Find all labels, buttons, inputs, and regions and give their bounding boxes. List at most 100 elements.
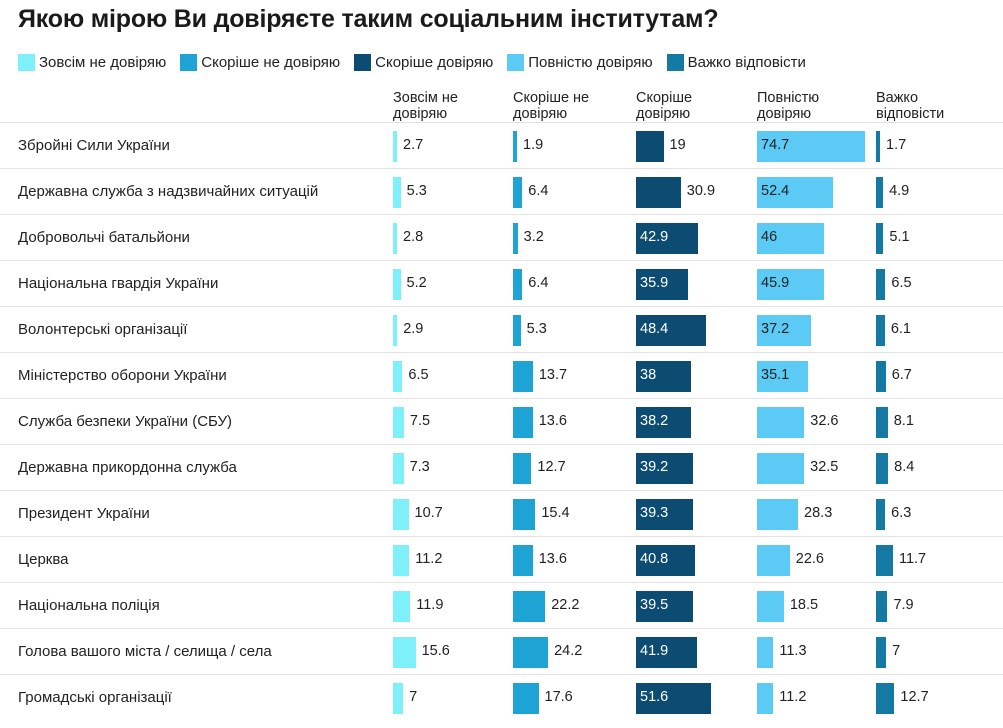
bar-4 <box>757 591 784 622</box>
value-label: 7 <box>409 689 418 705</box>
legend-item-1: Зовсім не довіряю <box>18 54 166 71</box>
bar-4 <box>757 315 811 346</box>
value-label: 24.2 <box>554 643 583 659</box>
bar-4 <box>757 177 833 208</box>
value-label: 11.3 <box>779 643 807 659</box>
value-label: 41.9 <box>640 643 669 659</box>
table-row: Національна гвардія України 5.2 6.4 35.9 45.… <box>0 260 1003 307</box>
column-header-line: Зовсім не <box>393 90 458 106</box>
value-label: 52.4 <box>761 183 790 199</box>
value-label: 46 <box>761 229 778 245</box>
bar-4 <box>757 269 824 300</box>
bar-3 <box>636 269 689 300</box>
value-label: 35.9 <box>640 275 669 291</box>
table-row: Добровольчі батальйони 2.8 3.2 42.9 46 5.1 <box>0 214 1003 261</box>
column-header-line: Важко <box>876 90 919 106</box>
value-label: 11.9 <box>416 597 444 613</box>
bar-3 <box>636 499 693 530</box>
legend-swatch <box>507 54 525 71</box>
bar-5 <box>876 361 886 392</box>
bar-5 <box>876 453 889 484</box>
value-label: 39.5 <box>640 597 669 613</box>
value-label: 18.5 <box>789 597 819 613</box>
column-header-2: Скоріше не довіряю <box>513 90 618 122</box>
bar-1 <box>393 545 410 576</box>
column-header-line: Повністю <box>757 90 820 106</box>
column-header-line: довіряю <box>636 106 691 122</box>
value-label: 13.7 <box>538 367 568 383</box>
bar-1 <box>393 683 404 714</box>
column-header-line: Скоріше не <box>513 90 590 106</box>
column-header-line: довіряю <box>757 106 812 122</box>
value-label: 37.2 <box>761 321 790 337</box>
row-label: Збройні Сили України <box>18 137 170 154</box>
bar-2 <box>513 131 517 162</box>
value-label: 2.8 <box>403 229 424 245</box>
value-label: 7 <box>892 643 901 659</box>
bar-4 <box>757 223 824 254</box>
bar-4 <box>757 545 790 576</box>
table-row: Церква 11.2 13.6 40.8 22.6 11.7 <box>0 536 1003 583</box>
value-label: 35.1 <box>761 367 790 383</box>
value-label: 2.9 <box>403 321 424 337</box>
row-label: Волонтерські організації <box>18 321 188 338</box>
bar-5 <box>876 223 884 254</box>
value-label: 11.2 <box>415 551 443 567</box>
value-label: 74.7 <box>761 137 790 153</box>
bar-2 <box>513 407 533 438</box>
value-label: 11.2 <box>779 689 807 705</box>
bar-2 <box>513 545 533 576</box>
legend-label: Зовсім не довіряю <box>39 54 167 71</box>
legend-swatch <box>666 54 684 71</box>
legend-label: Повністю довіряю <box>528 54 653 71</box>
value-label: 15.4 <box>541 505 570 521</box>
row-label: Добровольчі батальйони <box>18 229 190 246</box>
value-label: 38 <box>640 367 657 383</box>
value-label: 7.5 <box>409 413 431 429</box>
value-label: 5.3 <box>406 183 427 199</box>
column-header-4: Повністю довіряю <box>757 90 862 122</box>
value-label: 30.9 <box>686 183 716 199</box>
bar-3 <box>636 545 696 576</box>
bar-2 <box>513 683 539 714</box>
value-label: 4.9 <box>889 183 910 199</box>
table-row: Національна поліція 11.9 22.2 39.5 18.5 7.9 <box>0 582 1003 629</box>
legend: Зовсім не довіряю Скоріше не довіряю Скорі… <box>18 54 820 74</box>
bar-1 <box>393 177 401 208</box>
table-row: Збройні Сили України 2.7 1.9 19 74.7 1.7 <box>0 122 1003 169</box>
value-label: 38.2 <box>640 413 669 429</box>
row-label: Державна прикордонна служба <box>18 459 237 476</box>
bar-3 <box>636 177 681 208</box>
value-label: 7.9 <box>893 597 914 613</box>
column-header-5: Важко відповісти <box>876 90 981 122</box>
value-label: 28.3 <box>804 505 833 521</box>
value-label: 6.4 <box>528 183 549 199</box>
bar-2 <box>513 637 549 668</box>
table-row: Президент України 10.7 15.4 39.3 28.3 6.3 <box>0 490 1003 537</box>
bar-3 <box>636 131 664 162</box>
value-label: 39.3 <box>640 505 669 521</box>
value-label: 6.1 <box>890 321 912 337</box>
table-row: Служба безпеки України (СБУ) 7.5 13.6 38.2 3… <box>0 398 1003 445</box>
bar-1 <box>393 591 411 622</box>
legend-swatch <box>18 54 35 71</box>
value-label: 1.9 <box>523 137 544 153</box>
chart-title: Якою мірою Ви довіряєте таким соціальним… <box>18 5 719 33</box>
value-label: 11.7 <box>898 551 927 567</box>
value-label: 7.3 <box>409 459 430 475</box>
bar-4 <box>757 453 805 484</box>
bar-5 <box>876 591 888 622</box>
bar-3 <box>636 637 697 668</box>
value-label: 17.6 <box>544 689 573 705</box>
bar-5 <box>876 637 887 668</box>
row-label: Церква <box>18 551 69 568</box>
legend-item-5: Важко відповісти <box>666 54 806 71</box>
bar-1 <box>393 499 409 530</box>
legend-label: Скоріше довіряю <box>375 54 494 71</box>
bar-1 <box>393 637 416 668</box>
column-header-line: Скоріше <box>636 90 693 106</box>
column-header-3: Скоріше довіряю <box>636 90 741 122</box>
bar-3 <box>636 407 692 438</box>
column-header-line: відповісти <box>876 106 945 122</box>
